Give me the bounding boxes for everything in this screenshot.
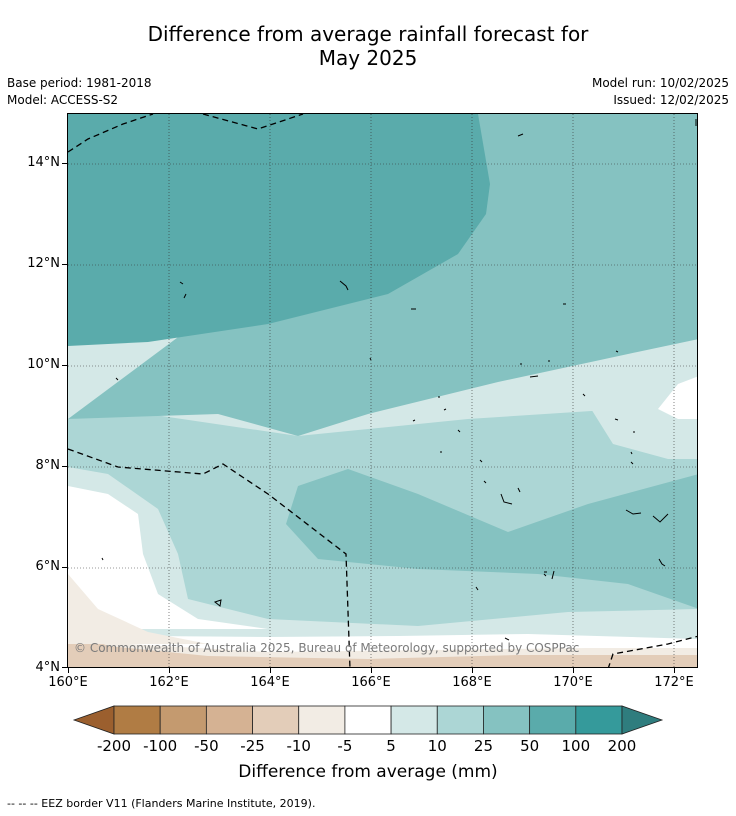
band-neutral-east (658, 376, 697, 419)
colorbar-cell (252, 705, 300, 735)
lon-label-164: 164°E (250, 675, 290, 690)
colorbar-cell (298, 705, 346, 735)
colorbar-label: 5 (386, 737, 396, 755)
colorbar-cell (575, 705, 623, 735)
colorbar-label: -25 (240, 737, 265, 755)
lat-tick (62, 466, 67, 467)
lat-label-4: 4°N (35, 660, 61, 675)
colorbar-label: 200 (607, 737, 637, 755)
lat-tick (62, 264, 67, 265)
lon-label-162: 162°E (149, 675, 189, 690)
map-title: Difference from average rainfall forecas… (0, 22, 736, 70)
lat-label-10: 10°N (27, 357, 60, 372)
lon-label-160: 160°E (48, 675, 88, 690)
band-25-50-south (286, 469, 697, 609)
title-line-1: Difference from average rainfall forecas… (147, 22, 589, 46)
lon-tick (573, 668, 574, 673)
lat-label-14: 14°N (27, 155, 60, 170)
colorbar-label: -200 (96, 737, 132, 755)
eez-borders (68, 114, 697, 667)
map-canvas (68, 114, 697, 667)
lat-tick (62, 567, 67, 568)
colorbar-arrow-high (621, 705, 664, 735)
islands (101, 119, 697, 641)
base-period: Base period: 1981-2018 (7, 76, 152, 90)
colorbar-cell (113, 705, 161, 735)
lon-label-166: 166°E (351, 675, 391, 690)
lat-label-6: 6°N (35, 559, 61, 574)
band-minus5-west (68, 574, 208, 644)
lat-tick (62, 163, 67, 164)
lat-label-8: 8°N (35, 458, 61, 473)
colorbar-cell (159, 705, 207, 735)
band-minus10-south (68, 629, 697, 667)
meta-right: Model run: 10/02/2025 Issued: 12/02/2025 (592, 75, 729, 109)
lon-label-172: 172°E (654, 675, 694, 690)
lon-tick (270, 668, 271, 673)
colorbar-label: 100 (561, 737, 591, 755)
title-line-2: May 2025 (318, 46, 418, 70)
colorbar-cell (205, 705, 253, 735)
lon-label-168: 168°E (452, 675, 492, 690)
gridlines (68, 114, 697, 667)
band-neutral-west (68, 486, 268, 629)
lat-tick (62, 667, 67, 668)
colorbar-cell (529, 705, 577, 735)
lon-tick (68, 668, 69, 673)
colorbar-cell (483, 705, 531, 735)
lon-tick (371, 668, 372, 673)
lat-label-12: 12°N (27, 256, 60, 271)
copyright-notice: © Commonwealth of Australia 2025, Bureau… (74, 641, 580, 655)
colorbar-cell (344, 705, 392, 735)
colorbar-arrow-low (72, 705, 115, 735)
model-run: Model run: 10/02/2025 (591, 76, 729, 90)
colorbar-label: -5 (337, 737, 353, 755)
lon-label-170: 170°E (553, 675, 593, 690)
lon-tick (472, 668, 473, 673)
issued-date: Issued: 12/02/2025 (613, 93, 729, 107)
band-5-10-east (588, 344, 697, 459)
meta-left: Base period: 1981-2018 Model: ACCESS-S2 (7, 75, 152, 109)
eez-footnote: -- -- -- EEZ border V11 (Flanders Marine… (7, 797, 316, 810)
band-50-100 (68, 114, 490, 346)
colorbar-cell (390, 705, 438, 735)
lat-tick (62, 365, 67, 366)
colorbar-label: 10 (427, 737, 447, 755)
lon-tick (169, 668, 170, 673)
colorbar-label: 25 (473, 737, 493, 755)
colorbar-label: -50 (194, 737, 219, 755)
colorbar-title: Difference from average (mm) (238, 762, 498, 782)
lon-tick (674, 668, 675, 673)
rainfall-map (67, 113, 698, 668)
colorbar-cell (436, 705, 484, 735)
model-name: Model: ACCESS-S2 (7, 93, 119, 107)
colorbar-label: -100 (143, 737, 178, 755)
colorbar-label: -10 (286, 737, 311, 755)
colorbar-label: 50 (520, 737, 540, 755)
